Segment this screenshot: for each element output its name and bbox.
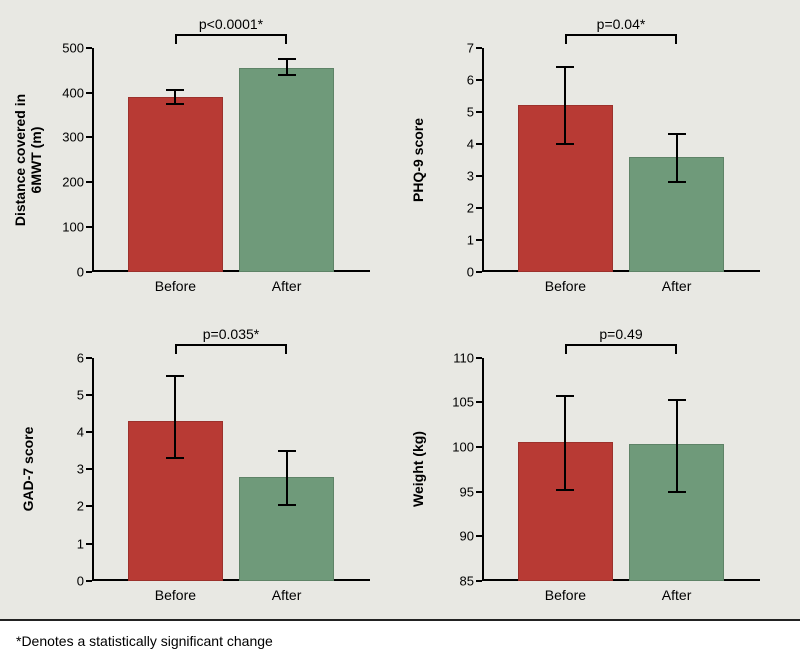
error-bar <box>286 59 288 75</box>
p-value-label: p=0.49 <box>599 326 642 342</box>
y-tick-label: 400 <box>62 85 92 100</box>
plot-region: 01234567BeforeAfterp=0.04* <box>482 48 760 272</box>
plot-region: 859095100105110BeforeAfterp=0.49 <box>482 358 760 582</box>
plot-region: 0100200300400500BeforeAfterp<0.0001* <box>92 48 370 272</box>
chart-panel-gad7: GAD-7 score0123456BeforeAfterp=0.035* <box>30 330 380 610</box>
y-axis <box>92 48 94 272</box>
y-tick-label: 0 <box>77 264 92 279</box>
p-bracket <box>565 34 676 44</box>
chart-panel-weight: Weight (kg)859095100105110BeforeAfterp=0… <box>420 330 770 610</box>
x-category-label: Before <box>545 581 586 603</box>
error-cap <box>556 489 574 491</box>
y-tick-label: 3 <box>467 168 482 183</box>
x-category-label: Before <box>545 272 586 294</box>
error-bar <box>174 376 176 458</box>
x-category-label: After <box>662 272 692 294</box>
y-tick-label: 6 <box>467 72 482 87</box>
y-tick-label: 5 <box>77 387 92 402</box>
p-value-label: p=0.035* <box>203 326 259 342</box>
error-cap <box>668 491 686 493</box>
error-cap <box>166 89 184 91</box>
y-tick-label: 110 <box>453 350 482 365</box>
y-tick-label: 200 <box>62 175 92 190</box>
y-tick-label: 5 <box>467 104 482 119</box>
x-category-label: Before <box>155 581 196 603</box>
figure-container: Distance covered in6MWT (m)0100200300400… <box>0 0 800 661</box>
error-cap <box>668 133 686 135</box>
error-bar <box>564 396 566 490</box>
y-tick-label: 4 <box>467 136 482 151</box>
y-tick-label: 1 <box>467 232 482 247</box>
y-tick-label: 0 <box>77 574 92 589</box>
error-cap <box>166 375 184 377</box>
error-cap <box>278 450 296 452</box>
y-tick-label: 4 <box>77 424 92 439</box>
error-cap <box>556 395 574 397</box>
error-cap <box>278 74 296 76</box>
y-tick-label: 100 <box>452 439 482 454</box>
chart-panel-phq9: PHQ-9 score01234567BeforeAfterp=0.04* <box>420 20 770 300</box>
y-tick-label: 3 <box>77 462 92 477</box>
p-value-label: p<0.0001* <box>199 16 263 32</box>
error-cap <box>278 504 296 506</box>
error-cap <box>166 457 184 459</box>
p-bracket <box>175 34 286 44</box>
error-bar <box>676 400 678 491</box>
error-bar <box>174 90 176 103</box>
y-tick-label: 0 <box>467 264 482 279</box>
footnote-text: *Denotes a statistically significant cha… <box>16 633 273 649</box>
error-bar <box>564 67 566 144</box>
y-tick-label: 6 <box>77 350 92 365</box>
chart-panel-6mwt: Distance covered in6MWT (m)0100200300400… <box>30 20 380 300</box>
y-tick-label: 85 <box>460 574 482 589</box>
y-tick-label: 1 <box>77 536 92 551</box>
y-tick-label: 300 <box>62 130 92 145</box>
error-cap <box>166 103 184 105</box>
p-bracket <box>565 344 676 354</box>
bar-before <box>128 97 223 271</box>
p-bracket <box>175 344 286 354</box>
y-tick-label: 7 <box>467 41 482 56</box>
bar-after <box>239 68 334 271</box>
y-tick-label: 500 <box>62 41 92 56</box>
x-category-label: Before <box>155 272 196 294</box>
error-cap <box>668 181 686 183</box>
chart-grid: Distance covered in6MWT (m)0100200300400… <box>0 0 800 619</box>
y-tick-label: 95 <box>460 484 482 499</box>
y-tick-label: 100 <box>62 219 92 234</box>
footnote-region: *Denotes a statistically significant cha… <box>0 619 800 661</box>
y-tick-label: 2 <box>467 200 482 215</box>
p-value-label: p=0.04* <box>597 16 646 32</box>
error-cap <box>668 399 686 401</box>
y-tick-label: 90 <box>460 529 482 544</box>
error-cap <box>556 66 574 68</box>
error-bar <box>676 134 678 182</box>
y-axis <box>482 48 484 272</box>
y-tick-label: 2 <box>77 499 92 514</box>
x-category-label: After <box>662 581 692 603</box>
error-cap <box>278 58 296 60</box>
error-cap <box>556 143 574 145</box>
plot-region: 0123456BeforeAfterp=0.035* <box>92 358 370 582</box>
x-category-label: After <box>272 581 302 603</box>
y-axis <box>92 358 94 582</box>
y-tick-label: 105 <box>452 395 482 410</box>
y-axis <box>482 358 484 582</box>
x-category-label: After <box>272 272 302 294</box>
error-bar <box>286 451 288 505</box>
